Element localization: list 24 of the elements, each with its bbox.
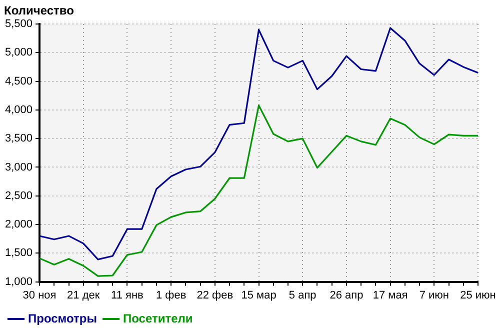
y-tick-label: 4,000 — [4, 104, 33, 116]
y-tick-label: 4,500 — [4, 75, 33, 88]
x-tick-label: 7 июн — [419, 289, 449, 302]
x-tick-label: 26 апр — [330, 289, 364, 302]
y-tick-label: 5,500 — [4, 18, 33, 30]
y-tick-label: 1,500 — [4, 247, 33, 260]
y-tick-label: 2,000 — [4, 218, 33, 231]
x-tick-label: 25 июн — [460, 289, 496, 302]
x-tick-label: 30 ноя — [22, 289, 56, 302]
y-tick-label: 2,500 — [4, 190, 33, 202]
legend-label: Посетители — [123, 311, 193, 326]
y-tick-label: 1,000 — [4, 276, 33, 288]
x-tick-label: 5 апр — [288, 289, 316, 302]
x-tick-label: 21 дек — [67, 289, 100, 302]
x-tick-label: 17 мая — [372, 289, 408, 302]
legend-label: Просмотры — [28, 311, 98, 326]
x-tick-label: 11 янв — [111, 289, 144, 302]
y-tick-label: 3,500 — [4, 132, 33, 145]
x-tick-label: 22 фев — [196, 289, 234, 302]
y-tick-label: 5,000 — [4, 46, 33, 59]
y-axis-title: Количество — [4, 3, 74, 18]
y-tick-label: 3,000 — [4, 161, 33, 174]
x-tick-label: 1 фев — [156, 289, 186, 302]
x-tick-label: 15 мар — [241, 289, 276, 302]
